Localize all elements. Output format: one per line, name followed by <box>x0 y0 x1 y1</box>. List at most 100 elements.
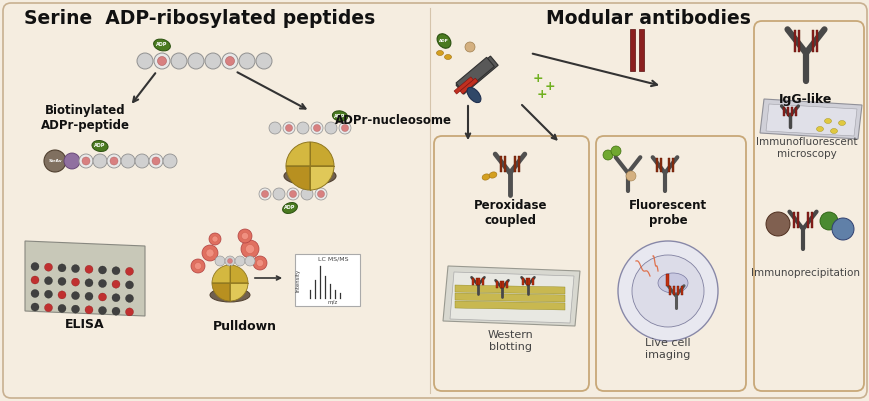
Bar <box>796 213 799 228</box>
Ellipse shape <box>657 273 687 293</box>
Circle shape <box>85 279 93 287</box>
FancyBboxPatch shape <box>595 136 745 391</box>
Bar <box>680 286 682 296</box>
Circle shape <box>98 306 106 314</box>
Bar <box>672 158 673 172</box>
Polygon shape <box>454 301 564 310</box>
Polygon shape <box>454 293 564 302</box>
Text: Immunofluorescent
microscopy: Immunofluorescent microscopy <box>755 137 857 159</box>
Circle shape <box>464 42 474 52</box>
Circle shape <box>245 256 255 266</box>
Circle shape <box>71 278 79 286</box>
Circle shape <box>289 190 296 198</box>
Text: ADP: ADP <box>334 113 345 119</box>
Circle shape <box>71 265 79 273</box>
Circle shape <box>602 150 613 160</box>
Circle shape <box>262 190 269 198</box>
Bar <box>815 30 817 52</box>
Polygon shape <box>449 272 574 323</box>
Circle shape <box>238 229 252 243</box>
Bar <box>481 277 484 285</box>
Circle shape <box>31 303 39 311</box>
Circle shape <box>125 294 133 302</box>
Bar <box>475 277 477 285</box>
Wedge shape <box>212 265 229 283</box>
Circle shape <box>136 53 153 69</box>
Circle shape <box>239 53 255 69</box>
Text: LC MS/MS: LC MS/MS <box>317 257 348 261</box>
Wedge shape <box>212 283 229 301</box>
Circle shape <box>209 233 221 245</box>
Circle shape <box>107 154 121 168</box>
FancyBboxPatch shape <box>753 21 863 391</box>
Wedge shape <box>229 265 248 283</box>
Bar <box>790 107 793 115</box>
Text: ADP: ADP <box>156 43 168 47</box>
Bar <box>676 286 678 296</box>
Circle shape <box>765 212 789 236</box>
Circle shape <box>64 153 80 169</box>
Circle shape <box>31 290 39 298</box>
Circle shape <box>125 281 133 289</box>
Ellipse shape <box>444 55 451 59</box>
Circle shape <box>85 292 93 300</box>
Bar <box>525 277 527 285</box>
Circle shape <box>44 290 52 298</box>
Circle shape <box>317 190 324 198</box>
Circle shape <box>273 188 285 200</box>
Circle shape <box>79 154 93 168</box>
Polygon shape <box>25 241 145 316</box>
Circle shape <box>135 154 149 168</box>
Bar <box>518 156 520 172</box>
Ellipse shape <box>824 119 831 124</box>
Ellipse shape <box>436 34 450 48</box>
Ellipse shape <box>154 39 170 51</box>
Bar <box>499 281 501 288</box>
Bar <box>793 30 795 52</box>
Circle shape <box>125 308 133 316</box>
Circle shape <box>44 150 66 172</box>
Circle shape <box>112 267 120 275</box>
Text: ADPr-nucleosome: ADPr-nucleosome <box>335 113 452 126</box>
Circle shape <box>71 292 79 300</box>
Circle shape <box>31 263 39 271</box>
Ellipse shape <box>830 128 837 134</box>
Circle shape <box>85 306 93 314</box>
Circle shape <box>112 307 120 315</box>
Bar <box>503 156 505 172</box>
Bar <box>782 107 784 115</box>
Ellipse shape <box>283 167 335 185</box>
Circle shape <box>98 266 106 274</box>
Text: IgG-like: IgG-like <box>779 93 832 105</box>
Circle shape <box>195 263 202 269</box>
Circle shape <box>157 57 166 65</box>
Text: Peroxidase
coupled: Peroxidase coupled <box>474 199 547 227</box>
Polygon shape <box>454 285 564 294</box>
Bar <box>655 158 657 172</box>
Text: ADP: ADP <box>284 205 295 211</box>
Circle shape <box>225 57 235 65</box>
Text: +: + <box>544 79 554 93</box>
Ellipse shape <box>467 87 481 103</box>
Circle shape <box>631 255 703 327</box>
Circle shape <box>339 122 350 134</box>
Bar <box>806 213 808 228</box>
Circle shape <box>253 256 267 270</box>
Ellipse shape <box>282 203 297 213</box>
Text: Live cell
imaging: Live cell imaging <box>645 338 690 360</box>
Circle shape <box>44 277 52 285</box>
Polygon shape <box>442 266 580 326</box>
Ellipse shape <box>92 140 108 152</box>
Circle shape <box>109 157 118 165</box>
Text: +: + <box>532 73 542 85</box>
Bar <box>506 281 507 288</box>
Circle shape <box>58 264 66 272</box>
Circle shape <box>171 53 187 69</box>
Bar <box>460 78 477 94</box>
Polygon shape <box>760 99 861 139</box>
Circle shape <box>617 241 717 341</box>
Circle shape <box>44 304 52 312</box>
Bar <box>455 57 494 92</box>
Wedge shape <box>286 166 309 190</box>
Circle shape <box>269 122 281 134</box>
